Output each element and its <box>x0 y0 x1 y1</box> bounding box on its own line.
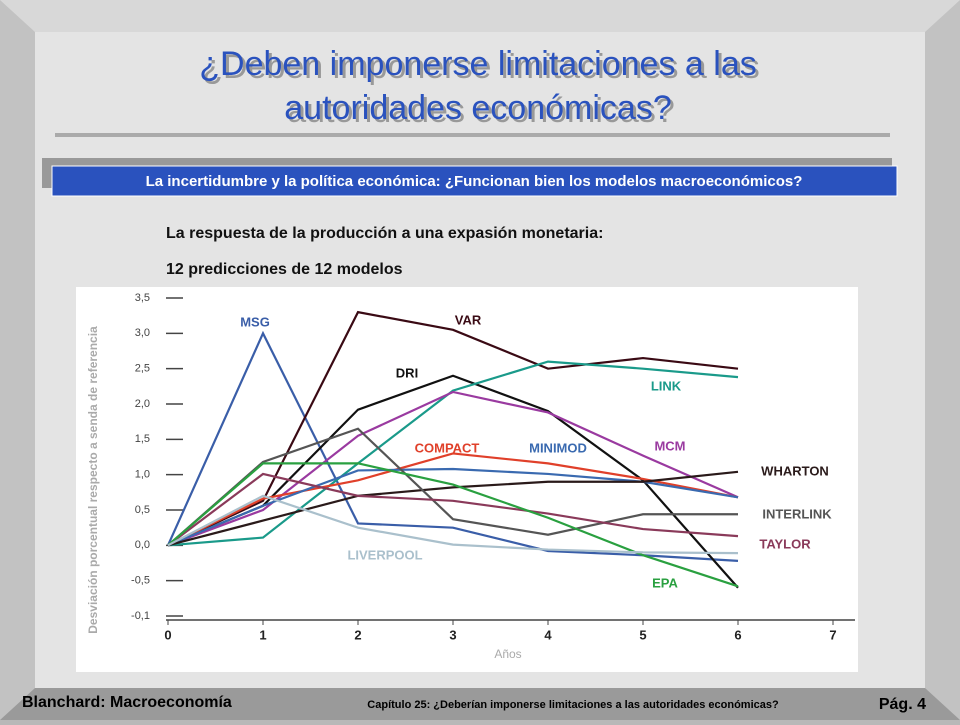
title: ¿Deben imponerse limitaciones a las <box>199 45 756 83</box>
series-line <box>167 494 739 555</box>
x-tick-label: 4 <box>544 627 552 642</box>
y-tick-label: 0,0 <box>135 539 150 551</box>
y-axis-label: Desviación porcentual respecto a senda d… <box>86 326 100 634</box>
series-label: VAR <box>455 312 482 327</box>
series-label: DRI <box>396 365 418 380</box>
y-tick-label: -0,5 <box>131 575 150 587</box>
series-label: MSG <box>240 314 270 329</box>
series-line <box>167 390 739 547</box>
rule <box>55 133 890 137</box>
title-shadow: ¿Deben imponerse limitaciones a las <box>202 48 759 86</box>
y-tick-label: 1,0 <box>135 469 150 481</box>
series-line <box>167 310 739 547</box>
series-label: LINK <box>651 378 682 393</box>
series-label: INTERLINK <box>762 506 832 521</box>
series-label: MCM <box>654 438 685 453</box>
y-tick-label: 2,0 <box>135 398 150 410</box>
series-label: WHARTON <box>761 463 829 478</box>
y-tick-label: 3,0 <box>135 327 150 339</box>
footer-right: Pág. 4 <box>879 696 926 713</box>
banner-text: La incertidumbre y la política económica… <box>146 173 803 190</box>
chart-subtitle: 12 predicciones de 12 modelos <box>166 261 403 278</box>
plot-area <box>76 287 858 672</box>
y-tick-label: 2,5 <box>135 363 150 375</box>
chart-title: La respuesta de la producción a una expa… <box>166 225 603 242</box>
series-label: TAYLOR <box>759 536 811 551</box>
series-label: COMPACT <box>415 440 480 455</box>
x-axis-label: Años <box>494 647 521 661</box>
series-line <box>167 427 738 547</box>
y-tick-label: 1,5 <box>135 433 150 445</box>
series-line <box>167 452 739 547</box>
x-tick-label: 0 <box>164 627 171 642</box>
x-tick-label: 2 <box>354 627 361 642</box>
series-label: EPA <box>652 575 678 590</box>
series-label: LIVERPOOL <box>347 547 422 562</box>
title: autoridades económicas? <box>284 89 671 127</box>
x-tick-label: 6 <box>734 627 741 642</box>
bevel <box>0 688 960 720</box>
series-line <box>167 472 739 547</box>
x-tick-label: 7 <box>829 627 836 642</box>
title-shadow: autoridades económicas? <box>287 92 674 130</box>
footer-left: Blanchard: Macroeconomía <box>22 694 232 711</box>
series-line <box>167 462 739 588</box>
y-tick-label: -0,1 <box>131 610 150 622</box>
series-line <box>167 470 739 547</box>
x-tick-label: 5 <box>639 627 646 642</box>
footer-center: Capítulo 25: ¿Deberían imponerse limitac… <box>367 699 779 711</box>
series-line <box>167 360 739 547</box>
x-tick-label: 3 <box>449 627 456 642</box>
banner <box>51 165 898 197</box>
series-label: MINIMOD <box>529 440 587 455</box>
bevel <box>0 0 960 32</box>
y-tick-label: 0,5 <box>135 504 150 516</box>
y-tick-label: 3,5 <box>135 292 150 304</box>
x-tick-label: 1 <box>259 627 266 642</box>
